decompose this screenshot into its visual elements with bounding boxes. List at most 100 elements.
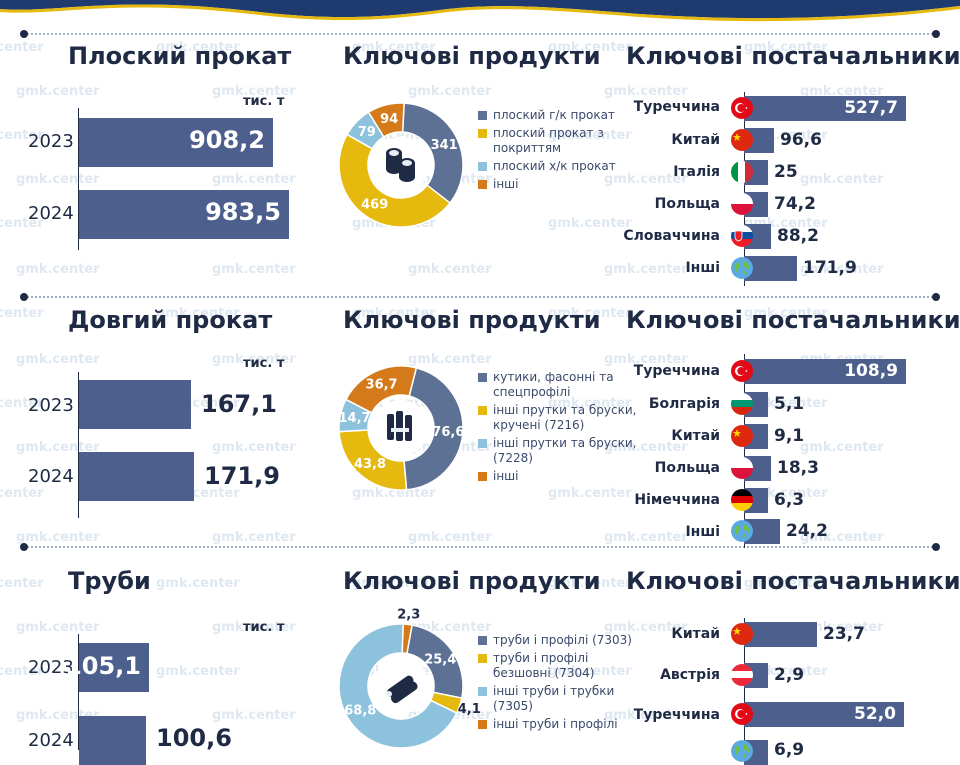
watermark-text: gmk.center [548,664,632,679]
year-bar [79,380,191,429]
watermark-text: gmk.center [800,172,884,187]
legend-item: інші прутки та бруски, кручені (7216) [478,403,638,433]
watermark-text: gmk.center [548,396,632,411]
donut-slice-label: 4,1 [458,702,481,717]
unit-label: тис. т [243,356,285,371]
donut-slice-label: 76,6 [432,425,464,440]
legend-item: труби і профілі безшовні (7304) [478,651,638,681]
watermark-text: gmk.center [16,530,100,545]
watermark-text: gmk.center [16,352,100,367]
suppliers-title: Ключові постачальники [626,567,960,595]
donut-slice [401,623,413,655]
year-bar-value: 100,6 [156,724,232,752]
watermark-text: gmk.center [408,530,492,545]
donut-slice-label: 36,7 [366,378,398,393]
legend-swatch [478,654,487,663]
watermark-text: gmk.center [408,84,492,99]
donut-slice [344,365,418,414]
supplier-country: Польща [654,196,720,212]
supplier-value: 527,7 [844,98,898,118]
products-legend: кутики, фасонні та спецпрофілі інші прут… [478,370,638,487]
watermark-text: gmk.center [156,40,240,55]
section-title: Плоский прокат [68,42,292,70]
supplier-country: Туреччина [633,707,720,723]
unit-label: тис. т [243,94,285,109]
watermark-text: gmk.center [352,486,436,501]
legend-item: інші труби і профілі [478,717,638,732]
supplier-value: 24,2 [786,521,828,541]
watermark-text: gmk.center [408,352,492,367]
watermark-text: gmk.center [156,306,240,321]
year-bar [79,118,273,167]
turkey-flag-icon [731,97,753,119]
header-wave [0,0,960,26]
watermark-text: gmk.center [604,708,688,723]
globe-icon [731,257,753,279]
supplier-value: 25 [774,162,798,182]
year-axis [78,108,79,250]
supplier-country: Болгарія [648,396,720,412]
pipes-icon [386,675,418,704]
products-legend: плоский г/к прокат плоский прокат з покр… [478,108,638,195]
watermark-text: gmk.center [604,262,688,277]
year-bar-value: 908,2 [189,126,265,154]
legend-item: плоский г/к прокат [478,108,638,123]
watermark-text: gmk.center [548,486,632,501]
legend-item: інші труби і трубки (7305) [478,684,638,714]
products-title: Ключові продукти [343,42,601,70]
supplier-country: Австрія [660,667,720,683]
watermark-text: gmk.center [0,396,44,411]
supplier-country: Туреччина [633,363,720,379]
poland-flag-icon [731,457,753,479]
supplier-value: 6,3 [774,490,805,510]
watermark-text: gmk.center [548,40,632,55]
donut-slice-label: 2,3 [397,607,420,622]
products-donut: 25,4 4,1 68,8 2,3 [338,607,481,749]
watermark-text: gmk.center [744,306,828,321]
watermark-text: gmk.center [604,172,688,187]
watermark-text: gmk.center [800,620,884,635]
watermark-text: gmk.center [0,40,44,55]
year-label: 2024 [28,466,74,487]
watermark-text: gmk.center [352,576,436,591]
supplier-value: 52,0 [854,704,896,724]
supplier-bar [744,359,906,384]
steel-coil-icon [386,148,415,182]
supplier-country: Словаччина [623,228,720,244]
supplier-country: Китай [671,428,720,444]
watermark-text: gmk.center [0,306,44,321]
watermark-text: gmk.center [212,352,296,367]
legend-swatch [478,406,487,415]
legend-swatch [478,636,487,645]
watermark-text: gmk.center [156,576,240,591]
supplier-value: 171,9 [803,258,857,278]
year-bar [79,452,194,501]
supplier-country: Польща [654,460,720,476]
donut-slice-label: 94 [380,112,398,127]
legend-swatch [478,129,487,138]
year-label: 2023 [28,395,74,416]
supplier-axis [744,92,745,286]
watermark-text: gmk.center [0,486,44,501]
year-bar-value: 983,5 [205,198,281,226]
watermark-text: gmk.center [0,216,44,231]
year-axis [78,372,79,518]
year-label: 2024 [28,730,74,751]
donut-slice [403,367,464,491]
legend-item: кутики, фасонні та спецпрофілі [478,370,638,400]
supplier-value: 18,3 [777,458,819,478]
watermark-text: gmk.center [744,40,828,55]
watermark-text: gmk.center [744,576,828,591]
watermark-text: gmk.center [548,216,632,231]
section-divider [20,543,940,551]
italy-flag-icon [731,161,753,183]
year-bar-value: 171,9 [204,462,280,490]
austria-flag-icon [731,664,753,686]
watermark-text: gmk.center [408,262,492,277]
supplier-value: 108,9 [844,361,898,381]
legend-item: інші [478,469,638,484]
donut-slice-label: 43,8 [354,457,386,472]
supplier-country: Італія [673,164,720,180]
watermark-text: gmk.center [604,530,688,545]
supplier-country: Туреччина [633,99,720,115]
